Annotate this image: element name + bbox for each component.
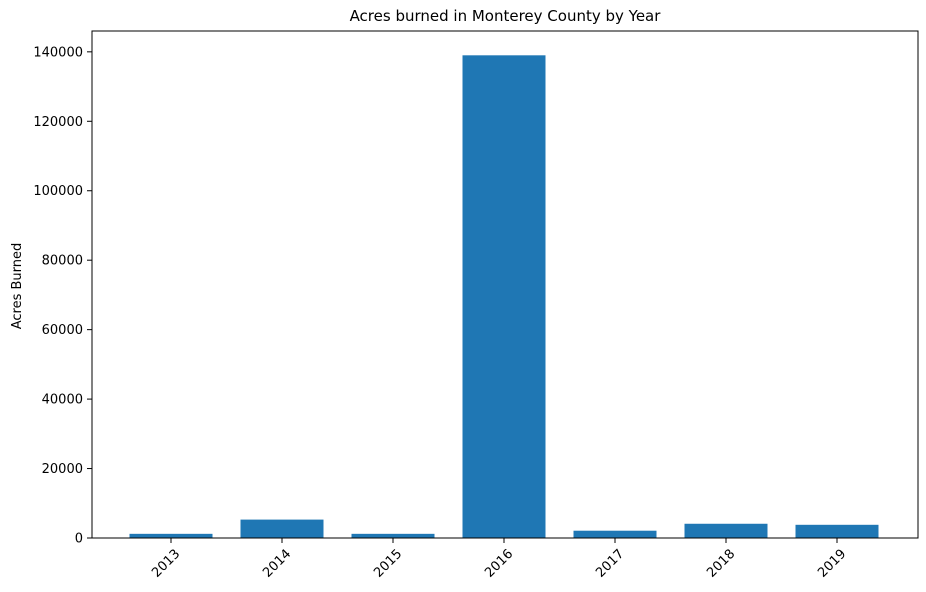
y-axis-label: Acres Burned: [10, 243, 25, 330]
x-tick-label-2014: 2014: [260, 547, 294, 581]
bar-2015: [351, 533, 435, 538]
bar-2017: [573, 530, 657, 538]
chart-title: Acres burned in Monterey County by Year: [350, 7, 662, 25]
bar-2013: [129, 533, 213, 538]
bars-layer: [129, 55, 879, 538]
bar-2019: [795, 524, 879, 538]
x-tick-label-2019: 2019: [815, 547, 849, 581]
y-tick-label-0: 0: [75, 532, 83, 547]
bar-2018: [684, 523, 768, 538]
y-tick-label-60000: 60000: [42, 323, 83, 338]
y-tick-label-80000: 80000: [42, 254, 83, 269]
y-tick-label-40000: 40000: [42, 393, 83, 408]
x-tick-label-2016: 2016: [482, 547, 516, 581]
y-axis: 0 20000 40000 60000 80000 100000 120000 140000: [33, 45, 92, 547]
plot-frame: [91, 30, 919, 539]
y-tick-label-100000: 100000: [33, 184, 83, 199]
x-tick-label-2018: 2018: [704, 547, 738, 581]
y-tick-label-120000: 120000: [33, 115, 83, 130]
y-tick-label-140000: 140000: [33, 45, 83, 60]
bar-2014: [240, 519, 324, 538]
x-tick-label-2015: 2015: [371, 547, 405, 581]
bar-2016: [462, 55, 546, 538]
y-tick-label-20000: 20000: [42, 462, 83, 477]
x-tick-label-2013: 2013: [149, 547, 183, 581]
x-tick-label-2017: 2017: [593, 547, 627, 581]
x-axis: 2013 2014 2015 2016 2017 2018 2019: [149, 538, 849, 581]
